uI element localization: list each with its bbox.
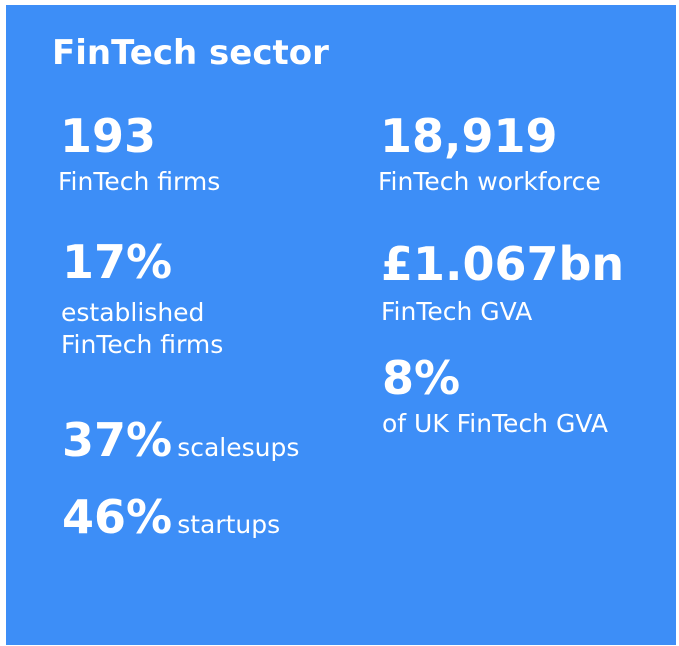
stat-label: scalesups — [177, 433, 300, 462]
stat-value: 37% — [62, 413, 173, 467]
stat-value: 8% — [382, 351, 461, 405]
stat-label: FinTech workforce — [378, 167, 601, 196]
stat-value: £1.067bn — [381, 237, 625, 291]
stat-value: 17% — [62, 235, 173, 289]
stat-label: established FinTech firms — [61, 298, 224, 359]
stat-value: 18,919 — [380, 109, 558, 163]
stat-row: 37% scalesups — [62, 413, 299, 467]
stat-label: FinTech GVA — [381, 297, 533, 326]
panel: FinTech sector 193 FinTech firms 18,919 … — [6, 5, 676, 645]
stat-value: 193 — [60, 109, 157, 163]
stat-label: of UK FinTech GVA — [382, 409, 608, 438]
stat-label: FinTech firms — [58, 167, 221, 196]
title: FinTech sector — [52, 33, 329, 73]
stat-label: startups — [177, 510, 281, 539]
stat-row: 46% startups — [62, 490, 280, 544]
stat-value: 46% — [62, 490, 173, 544]
